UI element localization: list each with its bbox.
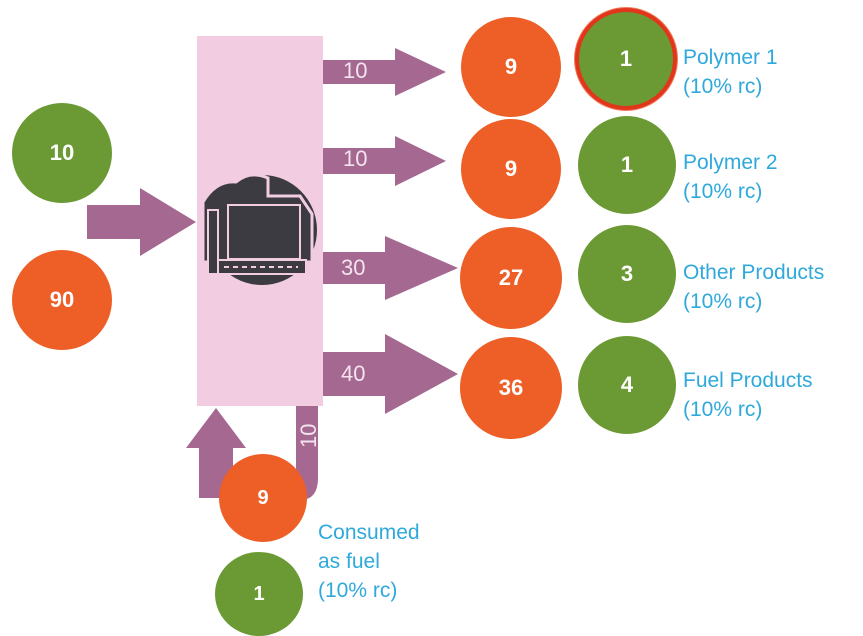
fuel-label: Consumed as fuel (10% rc): [318, 518, 420, 605]
fuel-label-line1: Consumed: [318, 521, 420, 544]
flow-arrow-2: [323, 136, 446, 186]
output-label-rc: (10% rc): [683, 398, 763, 421]
input-green-value: 10: [49, 140, 75, 165]
output-label-4: Fuel Products (10% rc): [683, 366, 813, 424]
flow-label-1: 10: [343, 58, 368, 83]
output-label-title: Polymer 1: [683, 46, 778, 69]
output-green-circle-4: 4: [578, 336, 676, 434]
output-orange-circle-3: 27: [460, 227, 562, 329]
fuel-green-value: 1: [253, 582, 265, 605]
output-orange-circle-1: 9: [461, 17, 561, 117]
output-orange-circle-4: 36: [460, 337, 562, 439]
output-label-rc: (10% rc): [683, 290, 763, 313]
flow-label-4: 40: [341, 361, 366, 386]
recycle-flow-label: 10: [296, 423, 321, 448]
output-orange-value: 36: [498, 375, 524, 400]
output-orange-value: 9: [504, 54, 518, 79]
output-green-circle-2: 1: [578, 116, 676, 214]
input-orange-circle: 90: [12, 250, 112, 350]
output-label-3: Other Products (10% rc): [683, 258, 824, 316]
flow-arrow-1: [323, 48, 446, 96]
refinery-icon: [201, 173, 317, 285]
flow-label-3: 30: [341, 255, 366, 280]
input-green-circle: 10: [12, 103, 112, 203]
output-green-value: 3: [620, 261, 634, 286]
fuel-orange-value: 9: [257, 486, 269, 509]
output-label-1: Polymer 1 (10% rc): [683, 43, 778, 101]
output-green-value: 1: [620, 152, 634, 177]
flow-arrow-4: [323, 334, 458, 414]
output-label-title: Other Products: [683, 261, 825, 284]
output-green-circle-3: 3: [578, 225, 676, 323]
flow-label-2: 10: [343, 146, 368, 171]
output-green-value: 4: [620, 372, 634, 397]
output-label-rc: (10% rc): [683, 180, 763, 203]
fuel-label-line2: as fuel: [318, 550, 380, 573]
output-orange-value: 27: [498, 265, 524, 290]
output-orange-value: 9: [504, 156, 518, 181]
output-label-title: Fuel Products: [683, 369, 813, 392]
fuel-green-circle: 1: [215, 552, 303, 636]
output-label-rc: (10% rc): [683, 75, 763, 98]
output-green-circle-1: 1: [575, 8, 677, 110]
fuel-label-rc: (10% rc): [318, 579, 398, 602]
output-label-title: Polymer 2: [683, 151, 778, 174]
input-orange-value: 90: [49, 287, 75, 312]
flow-arrow-3: [323, 236, 458, 300]
output-orange-circle-2: 9: [461, 119, 561, 219]
output-label-2: Polymer 2 (10% rc): [683, 148, 778, 206]
input-arrow: [87, 188, 196, 256]
fuel-orange-circle: 9: [219, 454, 307, 542]
output-green-value: 1: [619, 46, 633, 71]
